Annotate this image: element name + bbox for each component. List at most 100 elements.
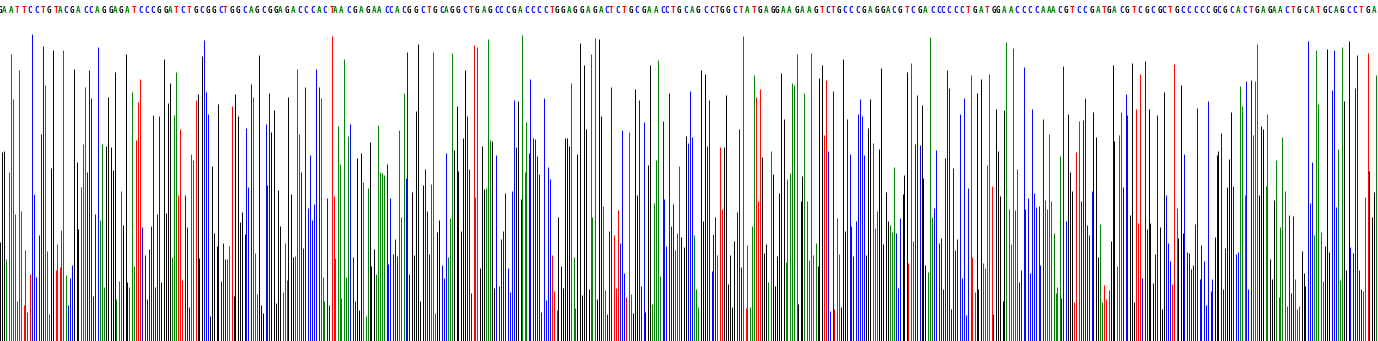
Text: C: C (63, 6, 69, 15)
Text: G: G (1158, 6, 1162, 15)
Text: G: G (456, 6, 460, 15)
Text: G: G (212, 6, 216, 15)
Text: T: T (904, 6, 909, 15)
Text: G: G (1366, 6, 1370, 15)
Text: A: A (978, 6, 984, 15)
Text: G: G (719, 6, 723, 15)
Text: G: G (274, 6, 278, 15)
Text: A: A (868, 6, 872, 15)
Text: T: T (223, 6, 227, 15)
Text: G: G (1090, 6, 1094, 15)
Text: G: G (475, 6, 480, 15)
Text: T: T (1248, 6, 1253, 15)
Text: G: G (1323, 6, 1327, 15)
Text: A: A (1047, 6, 1051, 15)
Text: C: C (1014, 6, 1020, 15)
Text: C: C (243, 6, 247, 15)
Text: G: G (70, 6, 74, 15)
Text: G: G (451, 6, 455, 15)
Text: C: C (940, 6, 945, 15)
Text: C: C (1215, 6, 1221, 15)
Text: C: C (28, 6, 32, 15)
Text: A: A (1309, 6, 1315, 15)
Text: A: A (1, 6, 7, 15)
Text: G: G (770, 6, 776, 15)
Text: A: A (886, 6, 890, 15)
Text: C: C (825, 6, 831, 15)
Text: C: C (1229, 6, 1233, 15)
Text: C: C (1186, 6, 1191, 15)
Text: T: T (609, 6, 613, 15)
Text: C: C (892, 6, 896, 15)
Text: T: T (1359, 6, 1363, 15)
Text: A: A (781, 6, 785, 15)
Text: C: C (1151, 6, 1155, 15)
Text: A: A (125, 6, 130, 15)
Text: T: T (1316, 6, 1320, 15)
Text: A: A (1261, 6, 1265, 15)
Text: C: C (842, 6, 847, 15)
Text: A: A (8, 6, 12, 15)
Text: C: C (1180, 6, 1185, 15)
Text: G: G (353, 6, 357, 15)
Text: G: G (488, 6, 492, 15)
Text: C: C (506, 6, 510, 15)
Text: C: C (616, 6, 620, 15)
Text: A: A (648, 6, 652, 15)
Text: T: T (427, 6, 431, 15)
Text: G: G (861, 6, 867, 15)
Text: A: A (333, 6, 338, 15)
Text: C: C (218, 6, 223, 15)
Text: A: A (808, 6, 812, 15)
Text: A: A (787, 6, 792, 15)
Text: G: G (1339, 6, 1344, 15)
Text: A: A (653, 6, 659, 15)
Text: C: C (1327, 6, 1331, 15)
Text: G: G (554, 6, 559, 15)
Text: A: A (1334, 6, 1338, 15)
Text: G: G (875, 6, 879, 15)
Text: A: A (1277, 6, 1283, 15)
Text: T: T (550, 6, 554, 15)
Text: C: C (322, 6, 327, 15)
Text: G: G (1124, 6, 1130, 15)
Text: G: G (229, 6, 234, 15)
Text: C: C (150, 6, 156, 15)
Text: A: A (291, 6, 295, 15)
Text: G: G (47, 6, 51, 15)
Text: G: G (794, 6, 799, 15)
Text: C: C (88, 6, 94, 15)
Text: G: G (407, 6, 412, 15)
Text: T: T (1069, 6, 1075, 15)
Text: G: G (255, 6, 259, 15)
Text: A: A (168, 6, 172, 15)
Text: G: G (918, 6, 922, 15)
Text: A: A (1272, 6, 1276, 15)
Text: A: A (113, 6, 117, 15)
Text: A: A (76, 6, 80, 15)
Text: G: G (1145, 6, 1149, 15)
Text: C: C (83, 6, 88, 15)
Text: C: C (732, 6, 737, 15)
Text: C: C (181, 6, 185, 15)
Text: T: T (329, 6, 333, 15)
Text: C: C (260, 6, 266, 15)
Text: A: A (1371, 6, 1377, 15)
Text: A: A (1112, 6, 1116, 15)
Text: C: C (298, 6, 302, 15)
Text: T: T (831, 6, 835, 15)
Text: A: A (378, 6, 382, 15)
Text: T: T (670, 6, 675, 15)
Text: C: C (303, 6, 307, 15)
Text: G: G (413, 6, 419, 15)
Text: G: G (1297, 6, 1301, 15)
Text: A: A (58, 6, 62, 15)
Text: C: C (495, 6, 499, 15)
Text: A: A (923, 6, 927, 15)
Text: C: C (1119, 6, 1124, 15)
Text: G: G (881, 6, 885, 15)
Text: C: C (1346, 6, 1350, 15)
Text: C: C (911, 6, 915, 15)
Text: G: G (365, 6, 369, 15)
Text: C: C (346, 6, 350, 15)
